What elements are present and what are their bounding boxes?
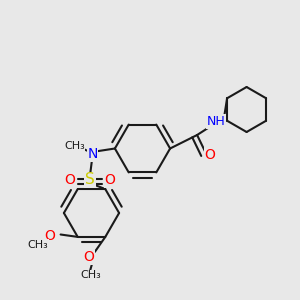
Text: CH₃: CH₃ <box>80 270 101 280</box>
Text: O: O <box>105 173 116 187</box>
Text: S: S <box>85 172 95 188</box>
Text: NH: NH <box>206 115 225 128</box>
Text: O: O <box>64 173 75 187</box>
Text: O: O <box>45 229 56 243</box>
Text: CH₃: CH₃ <box>28 239 49 250</box>
Text: O: O <box>205 148 215 162</box>
Text: O: O <box>83 250 94 264</box>
Text: N: N <box>87 148 98 161</box>
Text: CH₃: CH₃ <box>64 141 85 151</box>
